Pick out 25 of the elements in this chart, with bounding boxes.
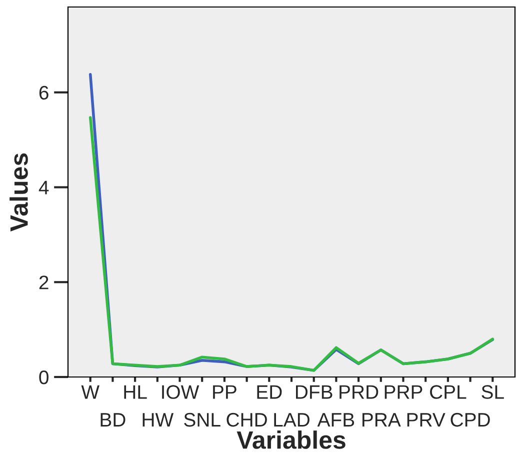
x-tick-label: IOW — [162, 385, 200, 399]
x-tick-label: HL — [124, 385, 147, 399]
x-tick-label: PRV — [407, 413, 446, 427]
x-tick-label: SNL — [184, 412, 220, 427]
x-axis-title: Variables — [236, 430, 346, 449]
x-tick-label: PRD — [340, 385, 378, 399]
x-tick-label: DFB — [296, 385, 332, 399]
x-tick-label: BD — [100, 413, 126, 427]
y-tick-label: 2 — [39, 276, 48, 290]
x-tick-label: HW — [142, 413, 174, 427]
x-tick-label: CPD — [450, 412, 490, 427]
x-tick-label: W — [81, 385, 100, 399]
x-tick-label: PRA — [362, 413, 401, 427]
y-tick-label: 0 — [39, 370, 48, 384]
x-tick-label: AFB — [317, 413, 354, 427]
x-tick-label: PP — [213, 385, 236, 399]
x-tick-label: ED — [257, 385, 282, 399]
y-axis-title: Values — [10, 153, 28, 232]
x-tick-label: SL — [482, 385, 504, 399]
x-tick-label: CHD — [226, 412, 267, 427]
y-tick-label: 4 — [38, 180, 49, 194]
x-tick-label: CPL — [430, 385, 466, 399]
x-tick-label: LAD — [274, 413, 310, 427]
x-tick-label: PRP — [384, 385, 422, 399]
y-tick-label: 6 — [39, 86, 48, 100]
